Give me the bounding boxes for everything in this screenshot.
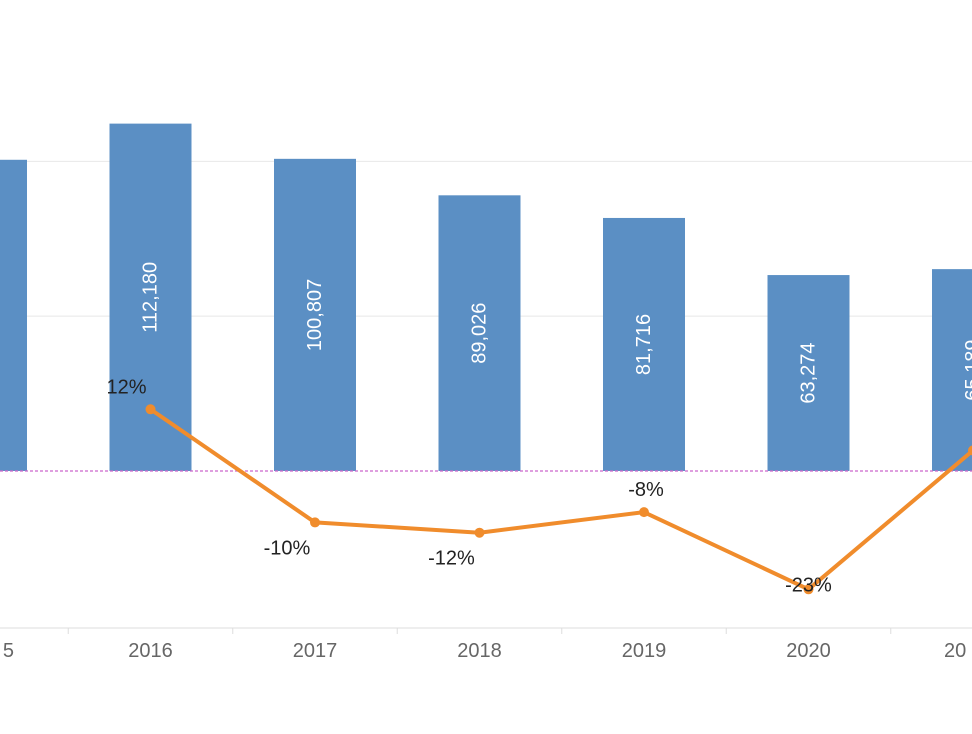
x-tick-label-2020: 2020: [786, 640, 831, 662]
growth-label-2018: -12%: [428, 548, 475, 570]
x-tick-label-2018: 2018: [457, 640, 502, 662]
bar-value-label-2018: 89,026: [469, 303, 491, 364]
growth-point-2016[interactable]: [146, 404, 156, 414]
growth-point-2019[interactable]: [639, 507, 649, 517]
x-tick-label-2015: 5: [3, 640, 14, 662]
x-tick-label-2016: 2016: [128, 640, 173, 662]
bar-value-label-2016: 112,180: [140, 262, 162, 333]
growth-point-2017[interactable]: [310, 517, 320, 527]
x-tick-label-2021: 20: [944, 640, 966, 662]
growth-label-2019: -8%: [628, 479, 664, 501]
bar-value-label-2019: 81,716: [633, 314, 655, 375]
bar-value-label-2017: 100,807: [304, 279, 326, 351]
growth-label-2020: -23%: [785, 574, 832, 596]
growth-label-2017: -10%: [264, 537, 311, 559]
x-tick-label-2017: 2017: [293, 640, 338, 662]
bar-2015[interactable]: [0, 160, 27, 471]
bar-value-label-2021: 65,189: [962, 339, 972, 400]
x-tick-label-2019: 2019: [622, 640, 667, 662]
bar-value-label-2020: 63,274: [798, 342, 820, 403]
growth-point-2018[interactable]: [475, 528, 485, 538]
growth-label-2016: 12%: [106, 376, 146, 398]
